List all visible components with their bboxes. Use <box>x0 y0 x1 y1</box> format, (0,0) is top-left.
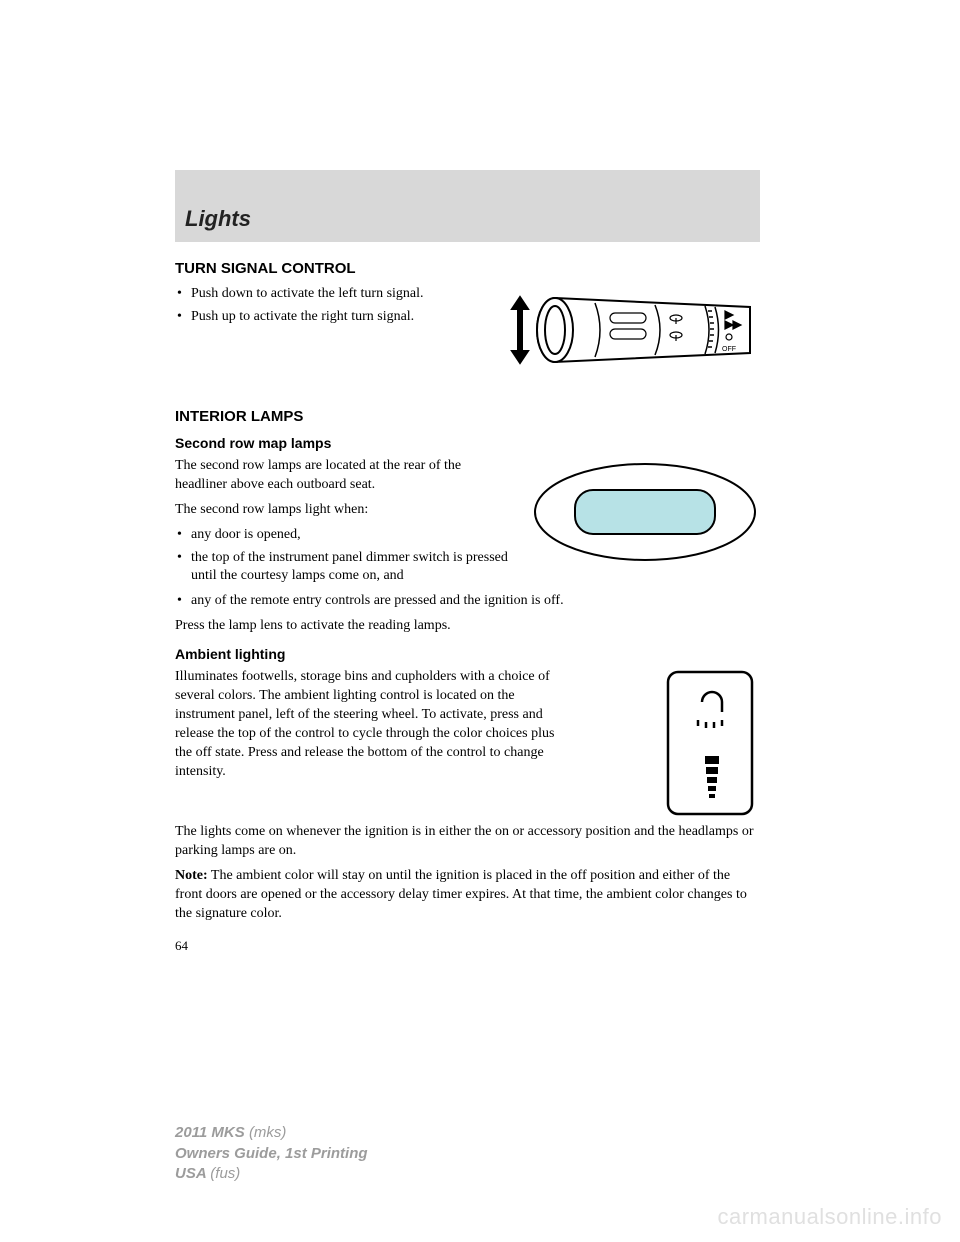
body-text: Press the lamp lens to activate the read… <box>175 617 760 636</box>
footer-line: Owners Guide, 1st Printing <box>175 1144 368 1164</box>
second-row-subheading: Second row map lamps <box>175 435 760 451</box>
note-text: The ambient color will stay on until the… <box>175 868 747 921</box>
ambient-block: Illuminates footwells, storage bins and … <box>175 668 760 823</box>
footer-line: USA (fus) <box>175 1164 368 1184</box>
turn-signal-heading: TURN SIGNAL CONTROL <box>175 260 760 277</box>
list-item: Push up to activate the right turn signa… <box>175 308 494 327</box>
map-lamp-figure <box>530 457 760 592</box>
svg-text:OFF: OFF <box>722 346 736 353</box>
turn-signal-row: Push down to activate the left turn sign… <box>175 285 760 380</box>
section-header-title: Lights <box>185 206 251 232</box>
footer-code: (mks) <box>249 1124 287 1141</box>
second-row-bullets-cont: any of the remote entry controls are pre… <box>175 592 760 611</box>
body-text: The second row lamps are located at the … <box>175 457 514 495</box>
section-header-bar: Lights <box>175 170 760 242</box>
page-content: Lights TURN SIGNAL CONTROL Push down to … <box>175 170 760 954</box>
body-text: Illuminates footwells, storage bins and … <box>175 668 574 781</box>
footer-line: 2011 MKS (mks) <box>175 1123 368 1143</box>
footer-region: USA <box>175 1165 210 1182</box>
turn-signal-stalk-icon: OFF <box>510 285 760 375</box>
second-row-bullets: any door is opened, the top of the instr… <box>175 526 514 587</box>
ambient-control-icon <box>660 668 760 818</box>
ambient-subheading: Ambient lighting <box>175 646 760 662</box>
body-text: The lights come on whenever the ignition… <box>175 823 760 861</box>
watermark-text: carmanualsonline.info <box>717 1204 942 1230</box>
turn-signal-figure: OFF <box>510 285 760 380</box>
second-row-block: The second row lamps are located at the … <box>175 457 760 592</box>
footer-code: (fus) <box>210 1165 240 1182</box>
footer-model: 2011 MKS <box>175 1124 249 1141</box>
page-number: 64 <box>175 938 760 954</box>
turn-signal-text: Push down to activate the left turn sign… <box>175 285 494 380</box>
list-item: any of the remote entry controls are pre… <box>175 592 760 611</box>
ambient-figure <box>590 668 760 823</box>
list-item: any door is opened, <box>175 526 514 545</box>
interior-lamps-heading: INTERIOR LAMPS <box>175 408 760 425</box>
note-label: Note: <box>175 868 208 883</box>
footer-block: 2011 MKS (mks) Owners Guide, 1st Printin… <box>175 1123 368 1184</box>
list-item: the top of the instrument panel dimmer s… <box>175 549 514 587</box>
second-row-text: The second row lamps are located at the … <box>175 457 514 592</box>
map-lamp-icon <box>530 457 760 567</box>
ambient-note: Note: The ambient color will stay on unt… <box>175 867 760 924</box>
ambient-text: Illuminates footwells, storage bins and … <box>175 668 574 823</box>
turn-signal-bullets: Push down to activate the left turn sign… <box>175 285 494 327</box>
body-text: The second row lamps light when: <box>175 501 514 520</box>
list-item: Push down to activate the left turn sign… <box>175 285 494 304</box>
